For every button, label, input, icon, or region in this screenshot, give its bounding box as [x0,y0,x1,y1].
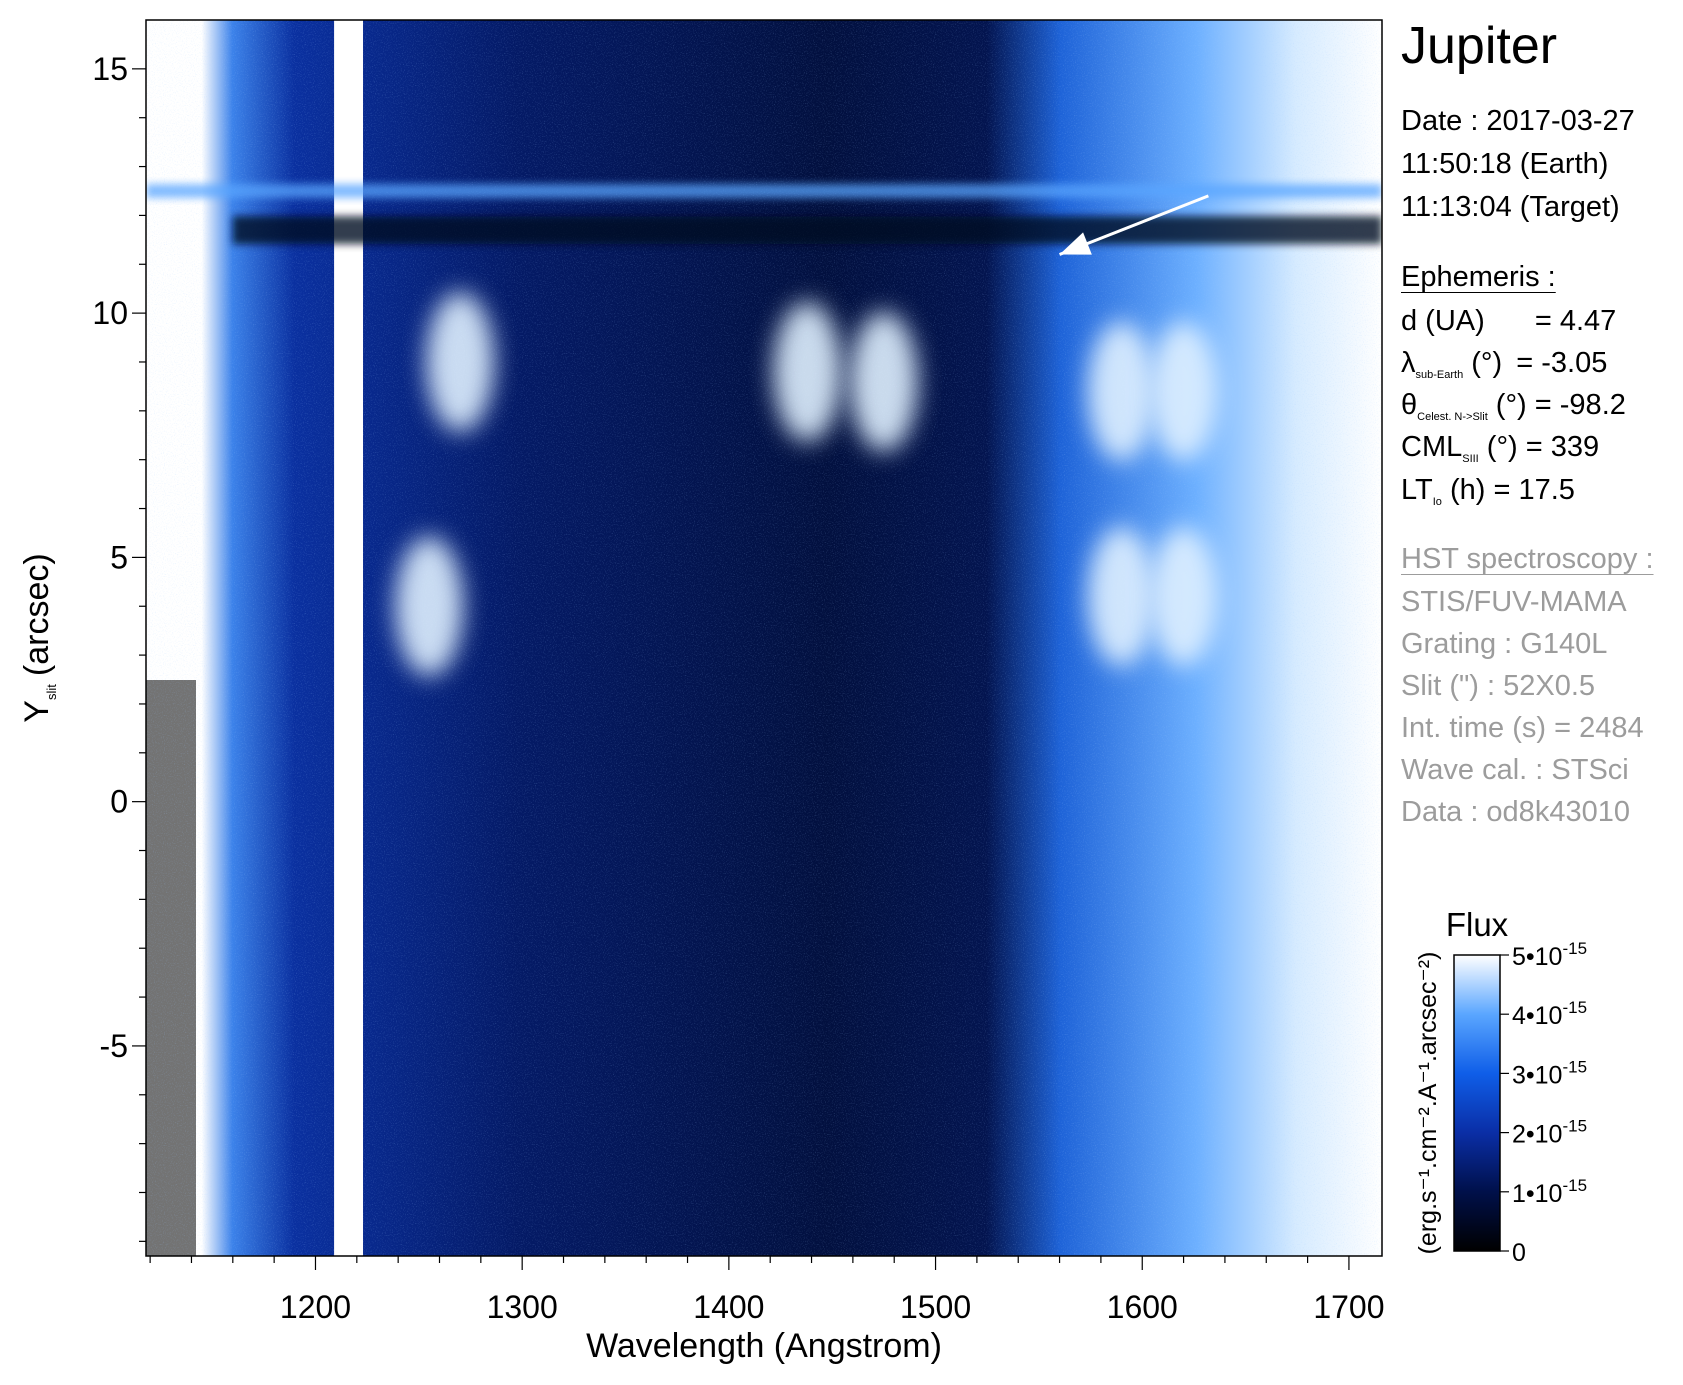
theta-unit: (°) [1487,389,1527,421]
time-earth: 11:50:18 (Earth) [1401,148,1609,180]
lt-subscript: Io [1432,496,1442,508]
emission-blob [773,301,842,442]
colorbar-tick-label: 4•10-15 [1512,998,1587,1030]
theta-value: = -98.2 [1534,389,1626,421]
x-tick-label: 1600 [1107,1289,1178,1325]
sub-earth-value: = -3.05 [1516,347,1608,379]
lt-symbol: LT [1401,474,1433,506]
y-tick-label: 5 [110,539,128,575]
bright-row [146,183,1382,198]
emission-blob [1087,526,1156,667]
cml-symbol: CML [1401,431,1463,463]
colorbar-unit-label: (erg.s⁻¹.cm⁻².A⁻¹.arcsec⁻²) [1414,952,1442,1255]
y-tick-label: 0 [110,784,128,820]
slit: Slit (") : 52X0.5 [1401,670,1596,702]
x-tick-label: 1300 [487,1289,558,1325]
annotation-arrow-head [1059,232,1092,255]
x-tick-label: 1700 [1313,1289,1384,1325]
y-axis: -5 0 5 10 15 [92,51,146,1242]
hst-heading: HST spectroscopy : [1401,543,1654,575]
y-tick-label: -5 [100,1028,128,1064]
colorbar-tick-label: 2•10-15 [1512,1117,1587,1149]
position-angle-row: θCelest. N->Slit (°) = -98.2 [1401,391,1626,423]
sub-earth-unit: (°) [1463,347,1503,379]
cml-row: CMLSIII (°) = 339 [1401,433,1599,465]
target-name: Jupiter [1401,17,1558,75]
local-time-io-row: LTIo (h) = 17.5 [1401,476,1575,508]
distance-value: = 4.47 [1534,305,1617,337]
y-tick-label: 15 [92,51,128,87]
x-tick-label: 1400 [693,1289,764,1325]
lyman-alpha-column [334,20,364,1256]
emission-blob [1149,321,1218,462]
colorbar-ticks: 0 1•10-15 2•10-15 3•10-15 4•10-15 5•10-15 [1500,939,1587,1267]
sub-earth-subscript: sub-Earth [1415,369,1464,381]
emission-features [146,20,1382,1256]
colorbar-tick-label: 1•10-15 [1512,1176,1587,1208]
time-target: 11:13:04 (Target) [1401,191,1620,223]
dataset-id: Data : od8k43010 [1401,796,1630,828]
cml-value: = 339 [1525,431,1600,463]
integration-time: Int. time (s) = 2484 [1401,712,1644,744]
dark-row [232,216,1382,245]
x-axis: 1200 1300 1400 1500 1600 1700 [149,1256,1385,1325]
spectrum-image [146,20,1382,1256]
sub-earth-symbol: λ [1401,347,1416,379]
y-axis-label: Yslit (arcsec) [18,553,59,722]
sub-earth-latitude-row: λsub-Earth (°) = -3.05 [1401,349,1607,381]
emission-blob [849,311,918,452]
emission-blob [1087,321,1156,462]
cml-unit: (°) [1478,431,1518,463]
lt-unit: (h) [1441,474,1486,506]
svg-text:Yslit(arcsec): Yslit (arcsec) [18,553,59,722]
distance-label: d (UA) [1401,305,1485,337]
cml-subscript: SIII [1462,453,1479,465]
emission-blob [426,291,495,432]
plot-frame [145,19,1383,1257]
emission-blob [1149,526,1218,667]
colorbar-tick-label: 0 [1512,1239,1526,1267]
distance-row: d (UA) = 4.47 [1401,307,1616,336]
colorbar-tick-label: 5•10-15 [1512,939,1587,971]
theta-subscript: Celest. N->Slit [1417,411,1488,423]
y-tick-label: 10 [92,295,128,331]
lt-value: = 17.5 [1493,474,1575,506]
wavelength-calibration: Wave cal. : STSci [1401,754,1629,786]
x-axis-label: Wavelength (Angstrom) [586,1327,942,1365]
colorbar-tick-label: 3•10-15 [1512,1057,1587,1089]
colorbar-title: Flux [1446,906,1509,943]
instrument: STIS/FUV-MAMA [1401,586,1627,618]
grating: Grating : G140L [1401,628,1608,660]
ephemeris-heading: Ephemeris : [1401,261,1556,293]
y-axis-label-unit: (arcsec) [18,553,56,676]
colorbar [1453,954,1501,1252]
theta-symbol: θ [1401,389,1418,421]
emission-blob [395,536,464,677]
y-axis-label-sub: slit [44,684,59,700]
observation-date: Date : 2017-03-27 [1401,105,1635,137]
y-axis-label-main: Y [18,700,56,723]
x-tick-label: 1500 [900,1289,971,1325]
x-tick-label: 1200 [280,1289,351,1325]
